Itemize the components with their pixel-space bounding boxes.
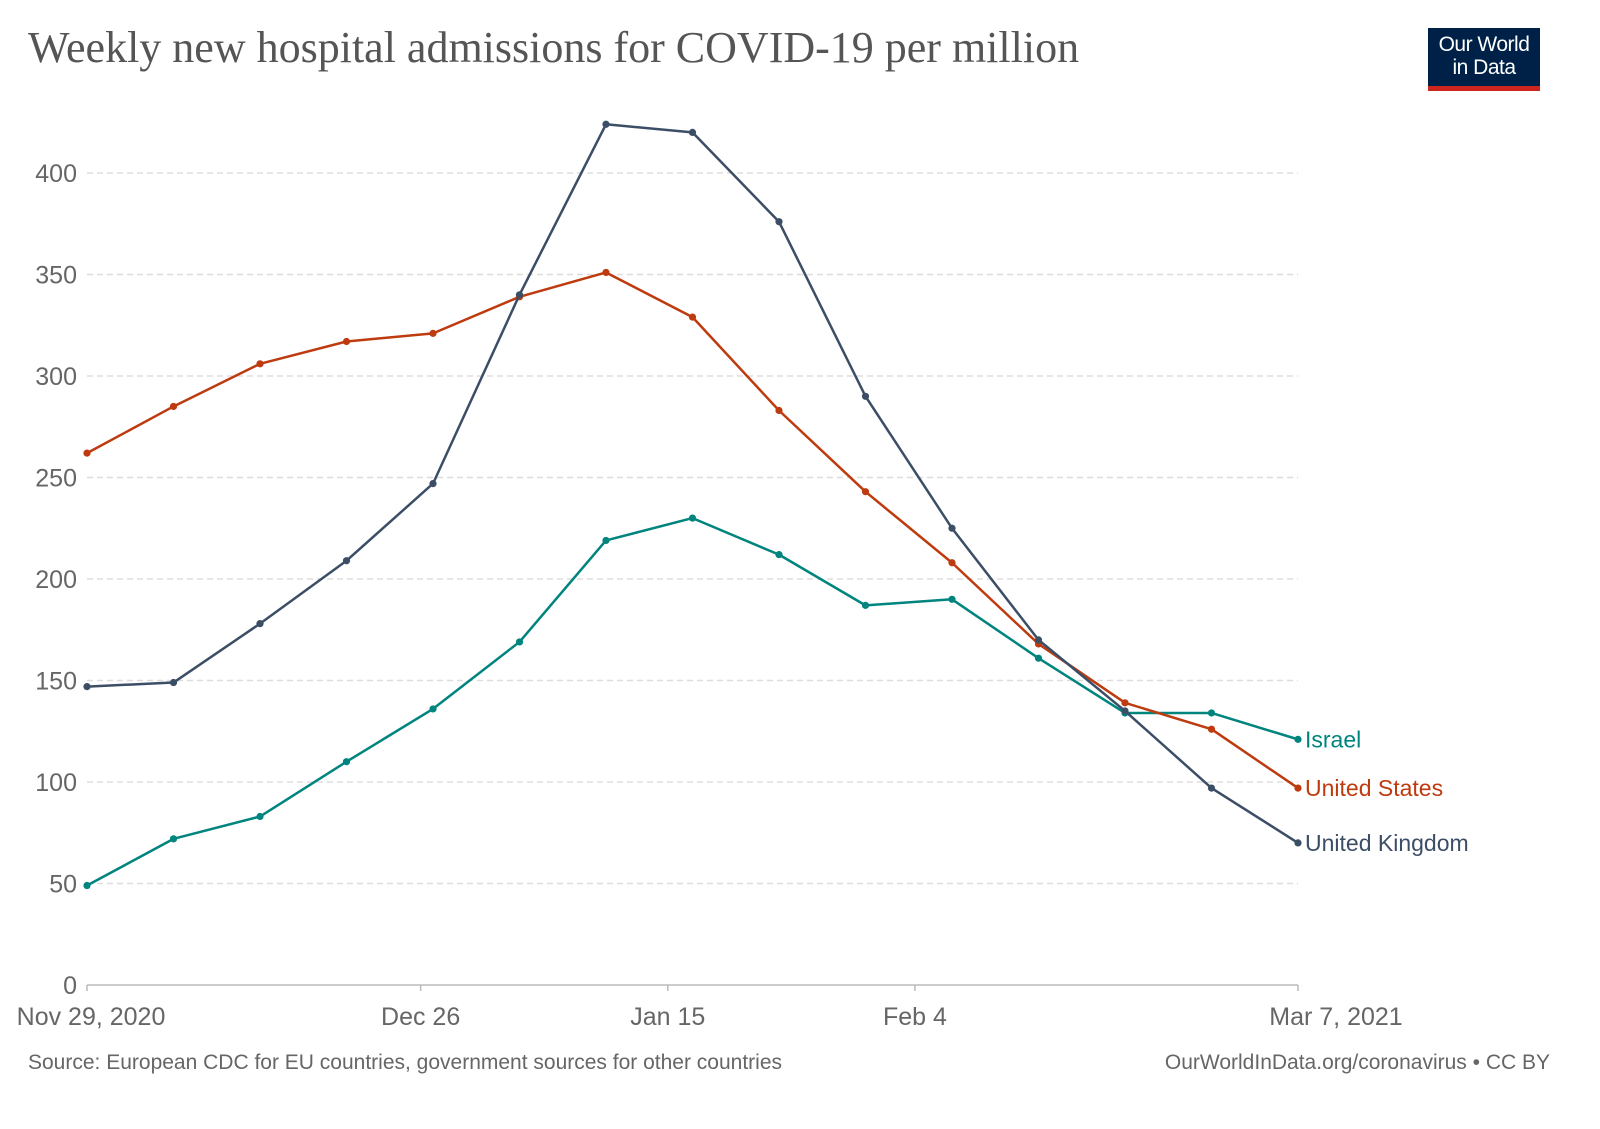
data-point (515, 638, 524, 646)
data-point (1294, 735, 1302, 743)
x-tick-label: Mar 7, 2021 (1269, 1003, 1402, 1031)
data-point (948, 524, 956, 532)
data-point (429, 479, 437, 488)
data-point (688, 313, 697, 321)
data-point (1121, 707, 1129, 715)
data-point (775, 406, 783, 415)
data-point (342, 557, 351, 565)
data-point (1294, 784, 1302, 792)
data-point (256, 360, 264, 368)
y-tick-label: 100 (35, 769, 77, 797)
y-tick-label: 350 (35, 262, 77, 290)
y-tick-label: 200 (35, 566, 77, 594)
data-point (169, 835, 178, 843)
x-tick-label: Nov 29, 2020 (17, 1003, 166, 1031)
data-point (1207, 725, 1216, 733)
data-point (429, 705, 437, 713)
data-point (861, 601, 870, 609)
data-point (1207, 709, 1216, 717)
data-point (342, 337, 351, 346)
data-point (515, 291, 524, 299)
y-tick-label: 150 (35, 668, 77, 696)
x-tick-label: Feb 4 (883, 1003, 947, 1031)
y-tick-label: 300 (35, 363, 77, 391)
source-note: Source: European CDC for EU countries, g… (28, 1051, 783, 1074)
data-point (169, 402, 178, 411)
y-tick-label: 250 (35, 465, 77, 493)
data-point (688, 128, 697, 136)
data-point (1294, 839, 1302, 847)
data-point (429, 329, 437, 337)
data-point (861, 488, 870, 496)
series-line-united-states (86, 271, 1299, 790)
data-point (1121, 699, 1129, 707)
data-point (1034, 636, 1043, 644)
series-label: Israel (1305, 726, 1361, 752)
data-point (169, 678, 178, 687)
data-point (948, 595, 956, 603)
data-point (1207, 784, 1216, 792)
data-point (602, 120, 610, 128)
logo-line-1: Our World (1438, 33, 1530, 56)
series-line-united-kingdom (86, 123, 1299, 844)
owid-logo[interactable]: Our World in Data (1428, 28, 1540, 91)
data-point (775, 218, 783, 226)
series-line-israel (86, 516, 1299, 887)
data-point (1034, 654, 1043, 662)
data-point (688, 514, 697, 522)
data-point (83, 449, 91, 457)
logo-line-2: in Data (1452, 56, 1516, 79)
data-point (948, 559, 956, 567)
data-point (342, 758, 351, 766)
series-label: United Kingdom (1305, 830, 1469, 856)
x-tick-label: Jan 15 (630, 1003, 705, 1031)
credit-link[interactable]: OurWorldInData.org/coronavirus • CC BY (1164, 1051, 1550, 1074)
data-point (861, 392, 870, 400)
chart-title: Weekly new hospital admissions for COVID… (28, 23, 1080, 72)
series-label: United States (1305, 775, 1443, 801)
data-point (602, 536, 610, 545)
x-tick-label: Dec 26 (381, 1003, 460, 1031)
data-point (775, 551, 783, 559)
data-point (83, 881, 91, 890)
data-point (602, 268, 610, 277)
y-tick-label: 50 (49, 871, 77, 899)
data-point (83, 682, 91, 691)
data-point (256, 620, 264, 628)
data-point (256, 812, 264, 821)
y-tick-label: 400 (35, 160, 77, 188)
y-tick-label: 0 (63, 972, 77, 1000)
